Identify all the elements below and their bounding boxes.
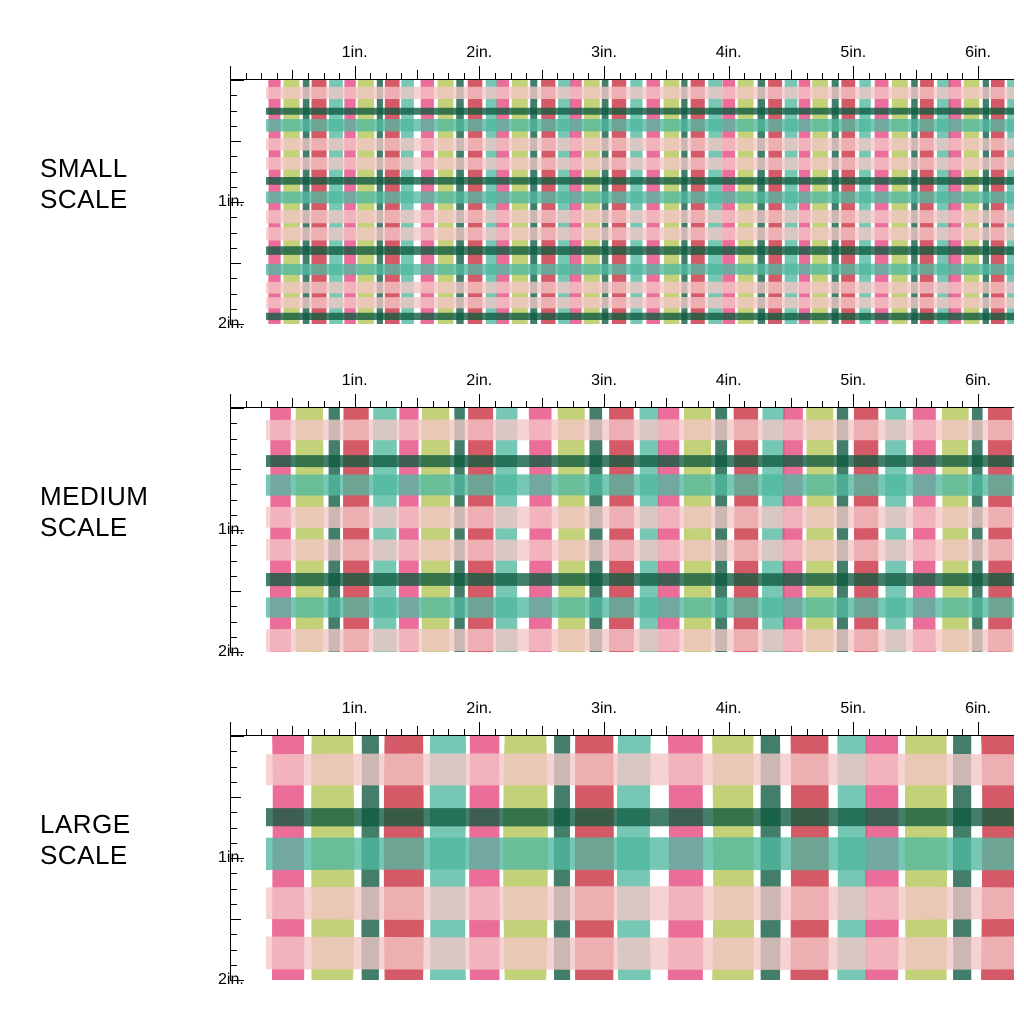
scale-label: MEDIUMSCALE	[10, 481, 230, 543]
ruler-top-label: 3in.	[591, 700, 617, 718]
plaid-swatch	[266, 736, 1014, 980]
scale-label: LARGESCALE	[10, 809, 230, 871]
ruler-left-label: 1in.	[218, 521, 244, 539]
ruler-top-label: 6in.	[965, 44, 991, 62]
ruler-top: 1in. 2in. 3in. 4in. 5in. 6in.	[230, 372, 1014, 408]
ruler-top-label: 6in.	[965, 372, 991, 390]
scale-label: SMALLSCALE	[10, 153, 230, 215]
scale-panel-large: LARGESCALE1in.2in.3in.4in.5in.6in.1in.2i…	[10, 700, 1014, 980]
scale-panel-medium: MEDIUMSCALE1in.2in.3in.4in.5in.6in.1in.2…	[10, 372, 1014, 652]
ruler-left-label: 1in.	[218, 193, 244, 211]
scale-label-line1: SMALL	[40, 153, 230, 184]
ruler-left: 1in.2in.	[230, 408, 266, 652]
plaid-swatch	[266, 80, 1014, 324]
swatch-area: 1in.2in.3in.4in.5in.6in.1in.2in.	[230, 700, 1014, 980]
ruler-left-label: 1in.	[218, 849, 244, 867]
plaid-swatch	[266, 408, 1014, 652]
scale-label-line2: SCALE	[40, 512, 230, 543]
ruler-top: 1in. 2in. 3in. 4in. 5in. 6in.	[230, 44, 1014, 80]
ruler-top-label: 6in.	[965, 700, 991, 718]
ruler-left-label: 2in.	[218, 315, 244, 333]
ruler-top-label: 4in.	[716, 372, 742, 390]
ruler-top-label: 5in.	[840, 700, 866, 718]
ruler-top-label: 5in.	[840, 44, 866, 62]
scale-label-line2: SCALE	[40, 184, 230, 215]
ruler-top: 1in. 2in. 3in. 4in. 5in. 6in.	[230, 700, 1014, 736]
scale-label-line1: LARGE	[40, 809, 230, 840]
ruler-top-label: 3in.	[591, 372, 617, 390]
ruler-left: 1in.2in.	[230, 736, 266, 980]
ruler-top-label: 4in.	[716, 44, 742, 62]
ruler-top-label: 1in.	[342, 372, 368, 390]
ruler-top-label: 4in.	[716, 700, 742, 718]
ruler-top-label: 5in.	[840, 372, 866, 390]
scale-label-line2: SCALE	[40, 840, 230, 871]
ruler-top-label: 2in.	[466, 44, 492, 62]
page-container: SMALLSCALE1in.2in.3in.4in.5in.6in.1in.2i…	[0, 0, 1024, 1024]
ruler-top-label: 1in.	[342, 700, 368, 718]
swatch-area: 1in.2in.3in.4in.5in.6in.1in.2in.	[230, 44, 1014, 324]
ruler-left-label: 2in.	[218, 643, 244, 661]
ruler-top-label: 3in.	[591, 44, 617, 62]
scale-panel-small: SMALLSCALE1in.2in.3in.4in.5in.6in.1in.2i…	[10, 44, 1014, 324]
ruler-left: 1in.2in.	[230, 80, 266, 324]
ruler-top-label: 2in.	[466, 700, 492, 718]
scale-label-line1: MEDIUM	[40, 481, 230, 512]
ruler-top-label: 2in.	[466, 372, 492, 390]
swatch-area: 1in.2in.3in.4in.5in.6in.1in.2in.	[230, 372, 1014, 652]
ruler-left-label: 2in.	[218, 971, 244, 989]
ruler-top-label: 1in.	[342, 44, 368, 62]
